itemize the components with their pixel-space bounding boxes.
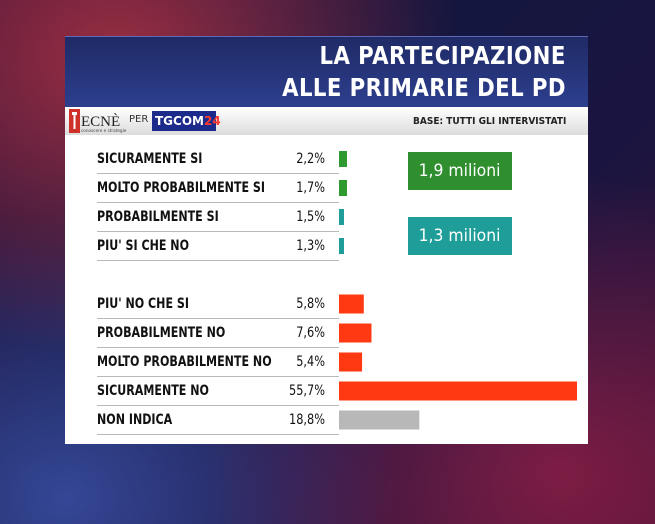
- page-title-line-2: ALLE PRIMARIE DEL PD: [282, 73, 566, 102]
- value-label-text: 1,5%: [296, 209, 325, 225]
- value-label: 18,8%: [265, 406, 325, 434]
- callout-probable-total: 1,3 milioni: [408, 217, 512, 255]
- value-label-text: 7,6%: [296, 325, 325, 341]
- bar: [339, 209, 344, 225]
- value-label-text: 55,7%: [288, 383, 325, 399]
- value-label: 1,5%: [265, 203, 325, 231]
- tgcom24-logo: TGCOM24: [152, 111, 221, 131]
- category-label: MOLTO PROBABILMENTE NO: [97, 348, 339, 377]
- bar: [339, 294, 364, 314]
- category-label-text: MOLTO PROBABILMENTE NO: [97, 354, 272, 370]
- category-label-text: PROBABILMENTE SI: [97, 209, 219, 225]
- value-label-text: 18,8%: [288, 412, 325, 428]
- category-label-text: PIU' SI CHE NO: [97, 238, 189, 254]
- value-label-text: 2,2%: [296, 151, 325, 167]
- category-label: PROBABILMENTE NO: [97, 319, 339, 348]
- tgcom-number: 24: [203, 114, 221, 128]
- category-label: PIU' NO CHE SI: [97, 290, 339, 319]
- value-label-text: 5,4%: [296, 354, 325, 370]
- bar: [339, 381, 577, 401]
- bar: [339, 410, 420, 430]
- value-label-text: 1,7%: [296, 180, 325, 196]
- value-label-text: 5,8%: [296, 296, 325, 312]
- value-label: 1,7%: [265, 174, 325, 202]
- value-label-text: 1,3%: [296, 238, 325, 254]
- category-label-text: NON INDICA: [97, 412, 173, 428]
- title-box: LA PARTECIPAZIONE ALLE PRIMARIE DEL PD: [65, 36, 588, 108]
- tgcom-text: TGCOM: [155, 114, 204, 128]
- survey-base: BASE: TUTTI GLI INTERVISTATI: [412, 116, 566, 127]
- category-label-text: SICURAMENTE SI: [97, 151, 203, 167]
- page-title-line-1: LA PARTECIPAZIONE: [319, 41, 566, 70]
- category-label: PIU' SI CHE NO: [97, 232, 339, 261]
- category-label: SICURAMENTE NO: [97, 377, 339, 406]
- category-label-text: PROBABILMENTE NO: [97, 325, 226, 341]
- category-label: NON INDICA: [97, 406, 339, 435]
- category-label-text: SICURAMENTE NO: [97, 383, 209, 399]
- callout-probable-total-text: 1,3 milioni: [419, 226, 501, 246]
- tecne-logo: ECNÈ conoscere e strategie: [69, 109, 127, 133]
- category-label: MOLTO PROBABILMENTE SI: [97, 174, 339, 203]
- value-label: 7,6%: [265, 319, 325, 347]
- value-label: 55,7%: [265, 377, 325, 405]
- svg-text:conoscere e strategie: conoscere e strategie: [81, 128, 127, 133]
- category-label-text: PIU' NO CHE SI: [97, 296, 189, 312]
- value-label: 1,3%: [265, 232, 325, 260]
- svg-text:ECNÈ: ECNÈ: [81, 113, 120, 130]
- bar: [339, 238, 344, 254]
- value-label: 5,8%: [265, 290, 325, 318]
- category-label: PROBABILMENTE SI: [97, 203, 339, 232]
- value-label: 5,4%: [265, 348, 325, 376]
- bar: [339, 352, 363, 372]
- bar: [339, 323, 372, 343]
- bar: [339, 151, 347, 167]
- category-label: SICURAMENTE SI: [97, 145, 339, 174]
- per-label: PER: [129, 114, 149, 125]
- callout-yes-total-text: 1,9 milioni: [419, 161, 501, 181]
- category-label-text: MOLTO PROBABILMENTE SI: [97, 180, 266, 196]
- callout-yes-total: 1,9 milioni: [408, 152, 512, 190]
- bar: [339, 180, 347, 196]
- value-label: 2,2%: [265, 145, 325, 173]
